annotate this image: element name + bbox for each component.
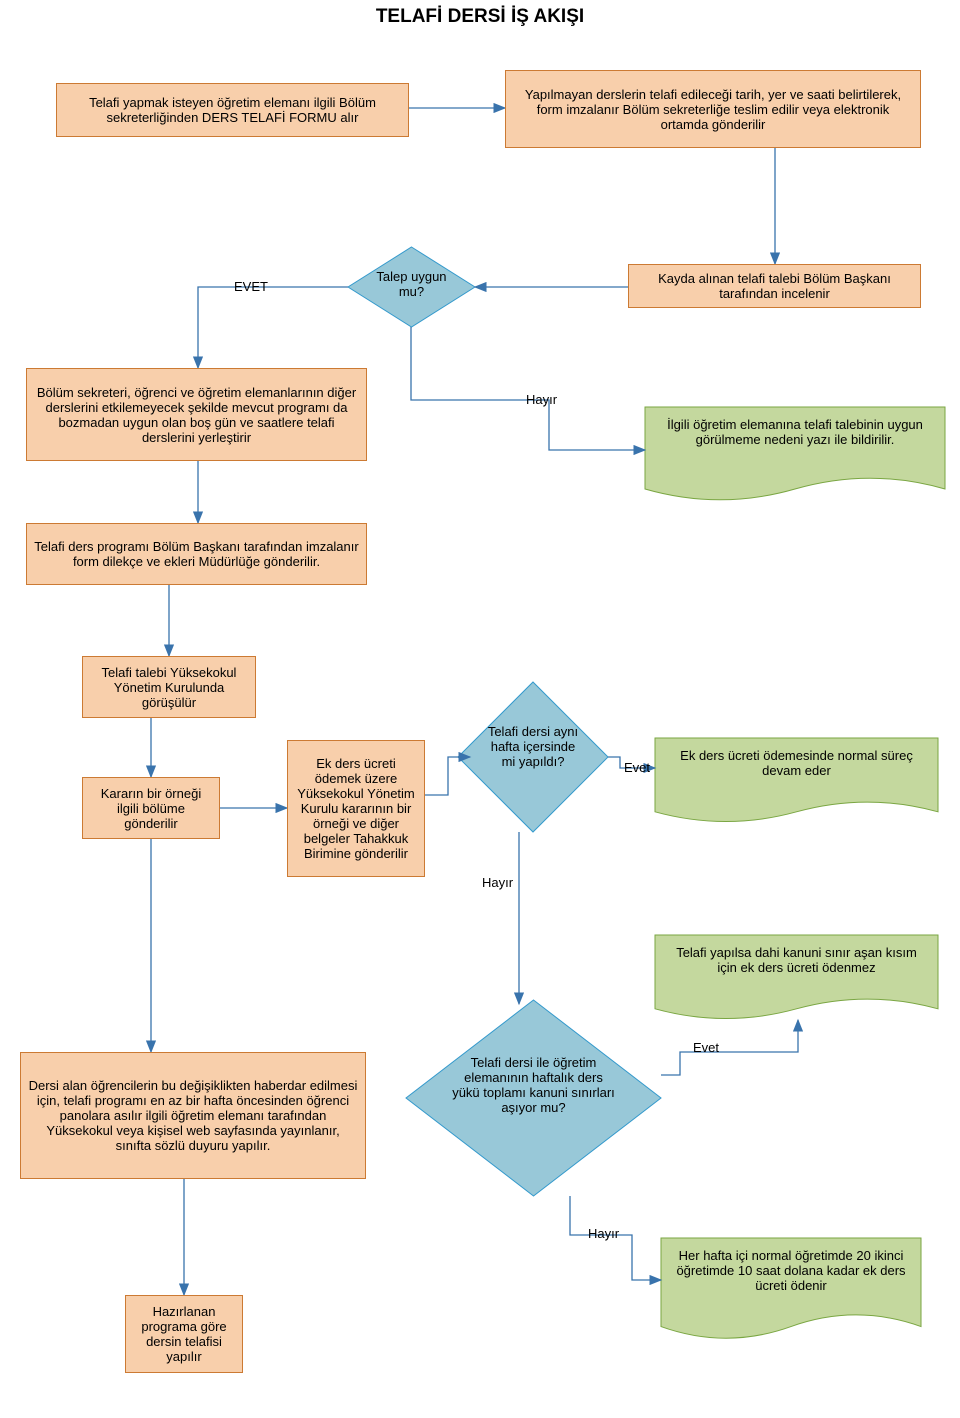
decision-node-label: Telafi dersi aynı hafta içersinde mi yap…	[485, 724, 581, 769]
edge-label: Evet	[693, 1040, 719, 1055]
decision-node-label: Telafi dersi ile öğretim elemanının haft…	[452, 1055, 615, 1115]
edge-label: Hayır	[526, 392, 557, 407]
flow-edge	[198, 287, 348, 368]
flow-edge	[425, 757, 470, 795]
flow-edge	[661, 1020, 798, 1075]
process-node: Ek ders ücreti ödemek üzere Yüksekokul Y…	[287, 740, 425, 877]
document-node-label: Ek ders ücreti ödemesinde normal süreç d…	[665, 748, 928, 778]
process-node: Kararın bir örneği ilgili bölüme gönderi…	[82, 777, 220, 839]
flow-edge	[411, 327, 645, 450]
process-node: Hazırlanan programa göre dersin telafisi…	[125, 1295, 243, 1373]
document-node-label: Telafi yapılsa dahi kanuni sınır aşan kı…	[665, 945, 928, 975]
edge-label: Hayır	[482, 875, 513, 890]
edge-label: Evet	[624, 760, 650, 775]
process-node: Kayda alınan telafi talebi Bölüm Başkanı…	[628, 264, 921, 308]
document-node-label: İlgili öğretim elemanına telafi talebini…	[655, 417, 935, 447]
process-node: Telafi yapmak isteyen öğretim elemanı il…	[56, 83, 409, 137]
process-node: Telafi talebi Yüksekokul Yönetim Kurulun…	[82, 656, 256, 718]
edge-label: Hayır	[588, 1226, 619, 1241]
process-node: Yapılmayan derslerin telafi edileceği ta…	[505, 70, 921, 148]
process-node: Bölüm sekreteri, öğrenci ve öğretim elem…	[26, 368, 367, 461]
flowchart-title: TELAFİ DERSİ İŞ AKIŞI	[335, 6, 625, 28]
document-node-label: Her hafta içi normal öğretimde 20 ikinci…	[671, 1248, 911, 1293]
process-node: Telafi ders programı Bölüm Başkanı taraf…	[26, 523, 367, 585]
process-node: Dersi alan öğrencilerin bu değişiklikten…	[20, 1052, 366, 1179]
decision-node-label: Talep uygun mu?	[371, 269, 452, 299]
edge-label: EVET	[234, 279, 268, 294]
